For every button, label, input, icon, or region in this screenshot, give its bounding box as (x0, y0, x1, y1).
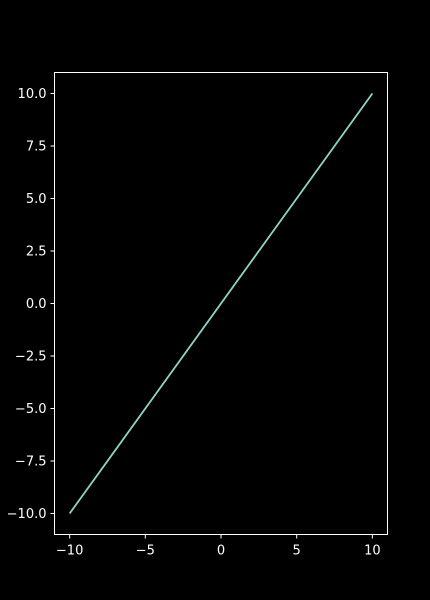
x-tick-label: −10 (56, 544, 83, 559)
x-tick-label: 0 (217, 544, 225, 559)
y-tick-label: 0.0 (26, 297, 47, 312)
y-tick-label: 2.5 (26, 245, 47, 260)
x-tick-label: 10 (364, 544, 381, 559)
y-tick-label: −7.5 (15, 455, 47, 470)
x-axis: −10 −5 0 5 10 (56, 535, 381, 559)
y-tick-label: −5.0 (15, 402, 47, 417)
y-tick-label: 7.5 (26, 140, 47, 155)
y-tick-label: −2.5 (15, 350, 47, 365)
x-tick-label: −5 (136, 544, 155, 559)
series-layer (70, 94, 373, 514)
series-line (70, 94, 373, 514)
y-axis: −10.0 −7.5 −5.0 −2.5 0.0 2.5 5.0 7.5 10.0 (7, 87, 55, 522)
y-tick-label: −10.0 (7, 507, 47, 522)
x-tick-label: 5 (293, 544, 301, 559)
y-tick-label: 10.0 (18, 87, 47, 102)
y-tick-label: 5.0 (26, 192, 47, 207)
